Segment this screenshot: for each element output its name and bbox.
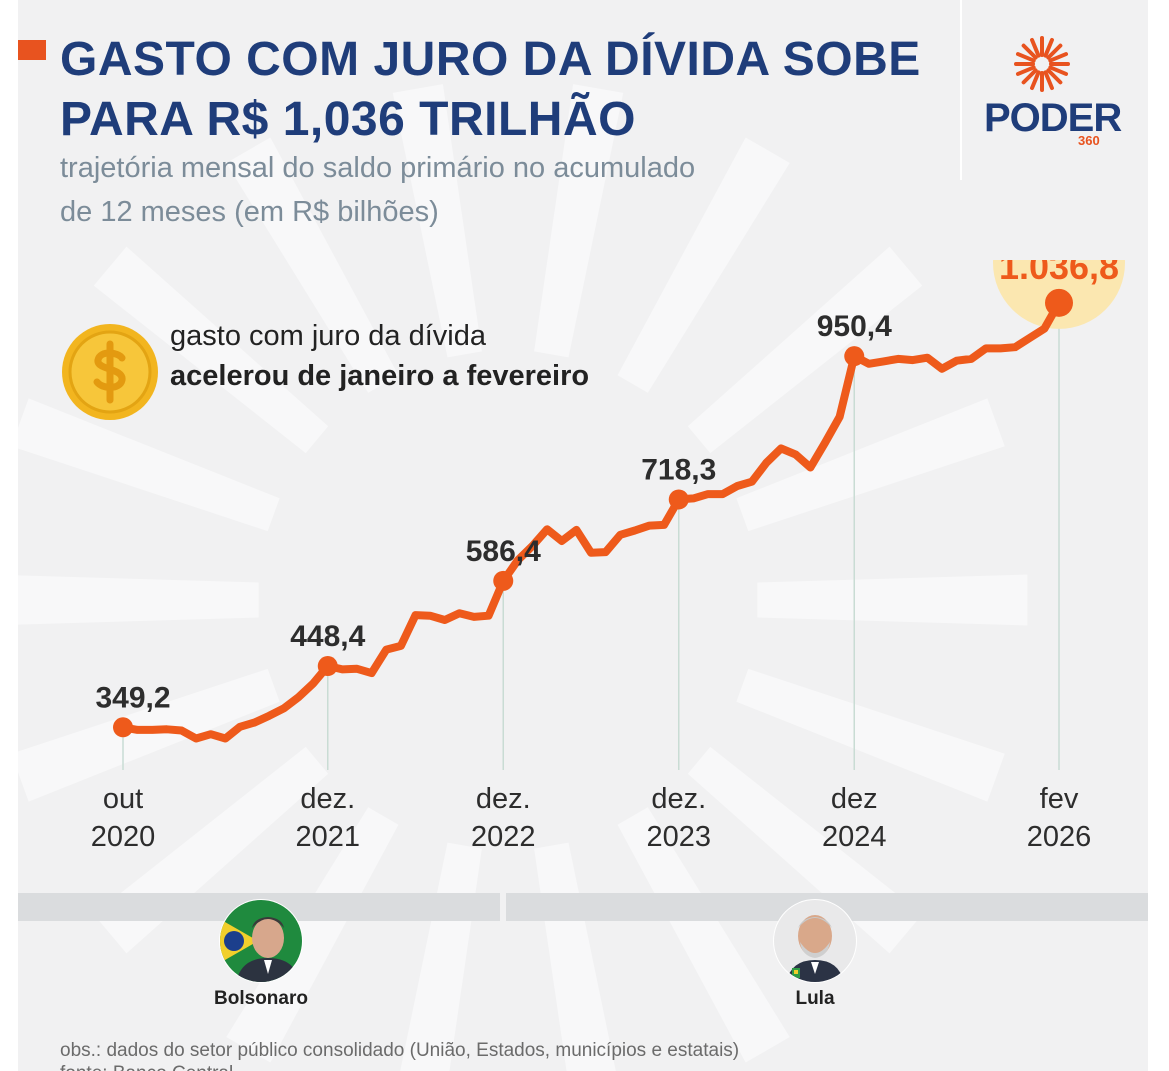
burst-ray bbox=[736, 398, 1005, 532]
brand-logo: PODER 360 bbox=[984, 36, 1122, 156]
data-point-marker bbox=[668, 489, 689, 510]
avatar bbox=[219, 899, 303, 983]
data-point-marker bbox=[317, 656, 338, 677]
infographic-card: GASTO COM JURO DA DÍVIDA SOBE PARA R$ 1,… bbox=[18, 0, 1148, 1071]
sun-burst-icon bbox=[1014, 36, 1070, 92]
x-tick-label: dez. bbox=[651, 783, 706, 815]
burst-ray bbox=[757, 574, 1028, 626]
brand-number: 360 bbox=[1078, 133, 1100, 148]
data-label: 718,3 bbox=[641, 453, 716, 486]
line-chart: 349,2 448,4 586,4 718,3 950,4 1.036,8 out 2020… bbox=[91, 260, 1125, 853]
x-tick-label: out bbox=[103, 783, 143, 815]
burst-ray bbox=[226, 807, 399, 1063]
data-point-marker bbox=[844, 346, 865, 367]
series-line bbox=[119, 298, 1063, 743]
data-label: 448,4 bbox=[290, 620, 365, 653]
x-tick-label: 2021 bbox=[295, 821, 360, 853]
logo-ray bbox=[1030, 70, 1041, 91]
page-title: GASTO COM JURO DA DÍVIDA SOBE PARA R$ 1,… bbox=[60, 33, 921, 146]
logo-ray bbox=[1030, 37, 1041, 58]
subtitle-line-2: de 12 meses (em R$ bilhões) bbox=[60, 196, 439, 228]
burst-ray bbox=[534, 842, 616, 1071]
burst-ray bbox=[392, 84, 482, 358]
burst-ray bbox=[400, 842, 482, 1071]
footer-source: fonte: Banco Central bbox=[60, 1063, 233, 1071]
data-point-marker bbox=[113, 717, 133, 738]
person-lula: Lula bbox=[735, 898, 895, 1010]
person-name: Bolsonaro bbox=[214, 988, 308, 1009]
chart-data-labels: 349,2 448,4 586,4 718,3 950,4 1.036,8 bbox=[95, 260, 1119, 714]
x-tick-label: dez. bbox=[300, 783, 355, 815]
callout-text-line-2: acelerou de janeiro a fevereiro bbox=[170, 360, 590, 392]
burst-ray bbox=[617, 807, 790, 1063]
data-label: 950,4 bbox=[817, 310, 892, 343]
footer-note: obs.: dados do setor público consolidado… bbox=[60, 1040, 740, 1061]
logo-ray bbox=[1043, 70, 1054, 91]
data-label: 1.036,8 bbox=[999, 260, 1119, 287]
burst-ray bbox=[226, 137, 399, 393]
data-label: 349,2 bbox=[95, 681, 170, 714]
burst-ray bbox=[18, 668, 280, 802]
logo-ray bbox=[1046, 68, 1063, 85]
person-bolsonaro: Bolsonaro bbox=[181, 898, 341, 1010]
burst-ray bbox=[534, 84, 624, 358]
title-accent-marker bbox=[18, 40, 46, 60]
logo-ray bbox=[1021, 68, 1038, 85]
burst-ray bbox=[736, 668, 1005, 802]
logo-ray bbox=[1046, 43, 1063, 60]
x-tick-label: dez bbox=[831, 783, 878, 815]
callout-text-line-1: gasto com juro da dívida bbox=[170, 320, 486, 352]
burst-ray bbox=[93, 246, 329, 454]
data-label: 586,4 bbox=[466, 535, 541, 568]
x-tick-label: dez. bbox=[476, 783, 531, 815]
logo-ray bbox=[1048, 65, 1069, 76]
logo-ray bbox=[1021, 43, 1038, 60]
burst-ray bbox=[18, 575, 259, 625]
avatar bbox=[773, 899, 857, 983]
chart-guide-lines bbox=[122, 302, 1060, 770]
x-tick-label: 2024 bbox=[822, 821, 887, 853]
x-tick-label: 2022 bbox=[471, 821, 536, 853]
person-name: Lula bbox=[795, 988, 835, 1009]
x-tick-label: fev bbox=[1040, 783, 1079, 815]
burst-ray bbox=[18, 398, 280, 532]
x-axis-ticks: out 2020 dez. 2021 dez. 2022 dez. 2023 dez 2024 fe… bbox=[91, 783, 1092, 853]
logo-ray bbox=[1043, 37, 1054, 58]
logo-ray bbox=[1015, 52, 1036, 63]
data-point-marker bbox=[493, 570, 514, 591]
burst-ray bbox=[687, 246, 923, 454]
logo-ray bbox=[1015, 65, 1036, 76]
logo-ray bbox=[1048, 52, 1069, 63]
subtitle-line-1: trajetória mensal do saldo primário no a… bbox=[60, 152, 696, 184]
coin-dollar-icon bbox=[62, 324, 158, 420]
burst-ray bbox=[617, 137, 790, 393]
x-tick-label: 2023 bbox=[646, 821, 711, 853]
data-point-marker bbox=[1045, 288, 1073, 317]
brand-name: PODER bbox=[984, 96, 1122, 140]
x-tick-label: 2020 bbox=[91, 821, 156, 853]
header-divider bbox=[960, 0, 962, 180]
chart-markers bbox=[113, 288, 1073, 738]
x-tick-label: 2026 bbox=[1027, 821, 1092, 853]
